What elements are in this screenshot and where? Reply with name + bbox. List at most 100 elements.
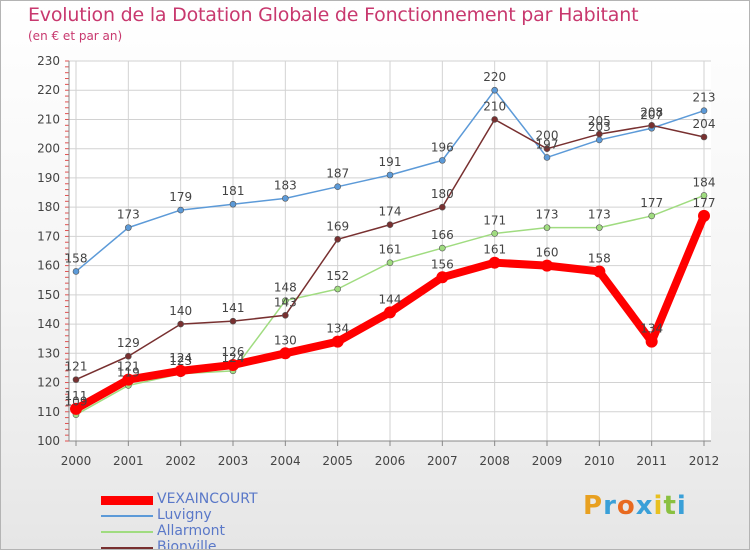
data-label-vexaincourt: 156 — [431, 257, 454, 271]
proxiti-logo: Proxiti — [583, 491, 687, 521]
data-label-allarmont: 173 — [588, 208, 611, 222]
data-point-bionville — [386, 221, 394, 228]
x-tick-label: 2005 — [322, 454, 353, 468]
data-label-allarmont: 173 — [536, 208, 559, 222]
x-tick-label: 2002 — [165, 454, 196, 468]
data-point-bionville — [229, 317, 237, 325]
data-label-bionville: 208 — [640, 105, 663, 119]
data-label-bionville: 129 — [117, 336, 140, 350]
logo-letter: i — [676, 491, 687, 521]
legend-swatch-allarmont — [101, 531, 153, 533]
y-tick-label: 130 — [37, 346, 60, 360]
y-tick-label: 110 — [37, 405, 60, 419]
logo-letter: r — [603, 491, 617, 521]
data-label-allarmont: 184 — [693, 175, 716, 189]
data-label-vexaincourt: 158 — [588, 251, 611, 265]
y-tick-label: 150 — [37, 288, 60, 302]
data-point-allarmont — [386, 259, 394, 266]
data-label-bionville: 205 — [588, 114, 611, 128]
data-label-allarmont: 161 — [379, 243, 402, 257]
legend-swatch-luvigny — [101, 515, 153, 517]
data-point-allarmont — [282, 297, 289, 304]
data-point-luvigny — [229, 200, 237, 208]
data-label-vexaincourt: 134 — [326, 322, 349, 336]
data-point-bionville — [700, 133, 708, 141]
legend-label-allarmont: Allarmont — [157, 523, 226, 539]
y-tick-label: 190 — [37, 171, 60, 185]
data-label-vexaincourt: 126 — [222, 345, 245, 359]
data-label-luvigny: 196 — [431, 140, 454, 154]
y-tick-label: 180 — [37, 200, 60, 214]
x-tick-label: 2012 — [689, 454, 720, 468]
data-label-luvigny: 213 — [693, 91, 716, 105]
x-tick-label: 2011 — [636, 454, 667, 468]
y-tick-label: 140 — [37, 317, 60, 331]
data-label-bionville: 200 — [536, 129, 559, 143]
y-tick-label: 220 — [37, 83, 60, 97]
logo-letter: i — [653, 491, 664, 521]
data-label-vexaincourt: 134 — [640, 322, 663, 336]
data-point-bionville — [334, 236, 341, 243]
chart-subtitle: (en € et par an) — [28, 29, 123, 43]
data-point-vexaincourt — [541, 259, 553, 272]
data-point-luvigny — [386, 171, 394, 179]
data-point-vexaincourt — [227, 359, 239, 371]
y-tick-label: 230 — [37, 54, 60, 68]
data-label-luvigny: 203 — [588, 120, 611, 134]
data-point-luvigny — [439, 157, 446, 164]
data-label-luvigny: 207 — [640, 108, 663, 122]
data-point-vexaincourt — [384, 306, 396, 319]
data-label-bionville: 174 — [379, 205, 402, 219]
data-point-allarmont — [648, 212, 655, 220]
y-tick-label: 160 — [37, 259, 60, 273]
data-point-allarmont — [543, 224, 551, 231]
data-point-vexaincourt — [698, 209, 710, 222]
x-tick-label: 2004 — [270, 454, 301, 468]
x-tick-label: 2007 — [427, 454, 458, 468]
legend-swatch-vexaincourt — [101, 495, 153, 505]
x-tick-label: 2003 — [218, 454, 249, 468]
y-tick-label: 210 — [37, 112, 60, 126]
legend-swatch-bionville — [101, 547, 153, 549]
data-label-bionville: 141 — [222, 301, 245, 315]
data-point-allarmont — [334, 285, 341, 293]
data-label-vexaincourt: 124 — [169, 351, 192, 365]
x-tick-label: 2008 — [479, 454, 510, 468]
data-point-luvigny — [177, 206, 184, 214]
data-label-luvigny: 158 — [65, 251, 88, 265]
y-tick-label: 170 — [37, 229, 60, 243]
x-tick-label: 2009 — [532, 454, 563, 468]
logo-letter: o — [616, 491, 636, 521]
chart-title: Evolution de la Dotation Globale de Fonc… — [28, 4, 639, 26]
data-label-luvigny: 181 — [222, 184, 245, 198]
data-point-allarmont — [439, 244, 446, 252]
data-point-bionville — [491, 116, 498, 123]
data-point-vexaincourt — [436, 271, 449, 284]
data-point-bionville — [125, 352, 132, 360]
data-label-bionville: 210 — [483, 99, 506, 113]
data-point-luvigny — [334, 183, 341, 190]
data-point-luvigny — [282, 195, 289, 202]
data-label-luvigny: 183 — [274, 178, 297, 192]
data-label-bionville: 121 — [65, 360, 88, 374]
data-point-vexaincourt — [174, 364, 187, 377]
logo-letter: P — [583, 491, 604, 521]
data-point-luvigny — [543, 154, 551, 161]
data-label-allarmont: 119 — [117, 365, 140, 379]
data-point-vexaincourt — [488, 256, 501, 269]
data-label-allarmont: 171 — [483, 213, 506, 227]
legend-label-bionville: Bionville — [157, 539, 217, 550]
data-point-vexaincourt — [122, 373, 135, 386]
data-point-allarmont — [596, 224, 603, 231]
data-point-bionville — [439, 203, 446, 211]
x-tick-label: 2001 — [113, 454, 144, 468]
x-tick-label: 2006 — [375, 454, 406, 468]
legend-label-vexaincourt: VEXAINCOURT — [157, 491, 258, 507]
data-label-vexaincourt: 130 — [274, 333, 297, 347]
data-label-luvigny: 220 — [483, 70, 506, 84]
data-label-bionville: 140 — [169, 304, 192, 318]
data-label-luvigny: 191 — [379, 155, 402, 169]
data-label-luvigny: 187 — [326, 167, 349, 181]
